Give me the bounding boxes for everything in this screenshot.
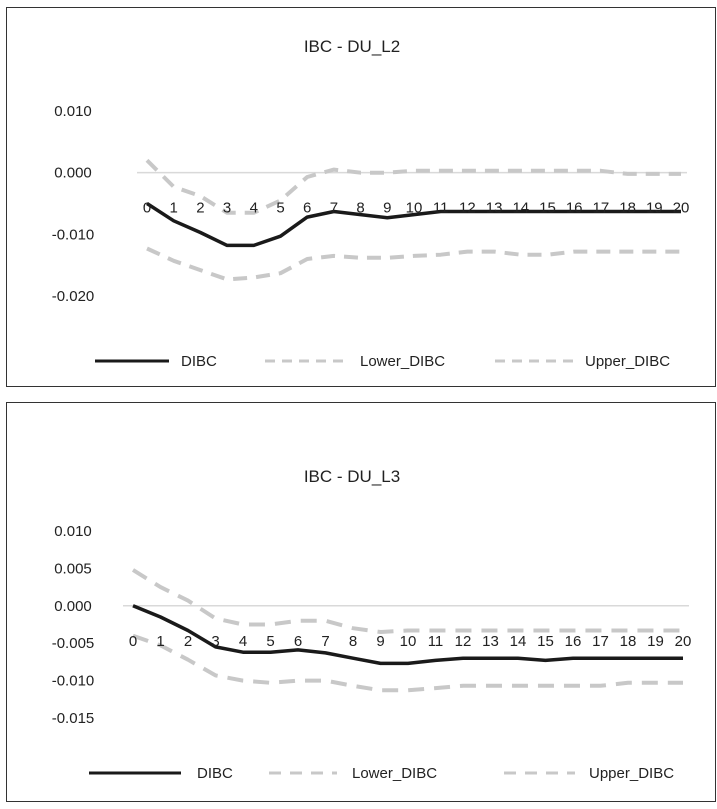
x-tick-label: 2 xyxy=(184,633,192,650)
series-line-upper-dibc xyxy=(131,568,683,634)
chart-legend: DIBC Lower_DIBC Upper_DIBC xyxy=(95,353,670,370)
series-line-lower-dibc xyxy=(132,633,683,693)
series-line-dibc xyxy=(132,604,683,666)
chart-legend: DIBC Lower_DIBC Upper_DIBC xyxy=(89,765,674,782)
x-tick-label: 17 xyxy=(592,633,609,650)
x-tick-label: 0 xyxy=(129,633,137,650)
x-tick-label: 8 xyxy=(356,200,364,217)
legend-label-lower-dibc: Lower_DIBC xyxy=(360,353,445,370)
x-tick-label: 3 xyxy=(223,200,231,217)
x-tick-label: 9 xyxy=(376,633,384,650)
x-tick-label: 13 xyxy=(482,633,499,650)
x-tick-label: 7 xyxy=(330,200,338,217)
x-tick-label: 8 xyxy=(349,633,357,650)
chart-panel-ibc-du-l3: IBC - DU_L3 0.010 0.005 0.000 -0.005 -0.010 -… xyxy=(6,402,716,802)
y-tick-label: 0.010 xyxy=(54,523,92,540)
x-tick-label: 20 xyxy=(673,200,690,217)
x-tick-label: 20 xyxy=(675,633,692,650)
y-tick-label: -0.005 xyxy=(52,635,95,652)
y-tick-label: 0.000 xyxy=(54,598,92,615)
x-tick-label: 1 xyxy=(170,200,178,217)
y-tick-label: 0.010 xyxy=(54,103,92,120)
x-tick-label: 10 xyxy=(400,633,417,650)
x-tick-label: 6 xyxy=(303,200,311,217)
x-tick-label: 11 xyxy=(428,633,444,650)
x-tick-label: 14 xyxy=(512,200,529,217)
legend-label-upper-dibc: Upper_DIBC xyxy=(585,353,670,370)
legend-label-upper-dibc: Upper_DIBC xyxy=(589,765,674,782)
x-tick-label: 14 xyxy=(510,633,527,650)
legend-label-dibc: DIBC xyxy=(181,353,217,370)
x-tick-label: 19 xyxy=(646,200,663,217)
x-tick-label: 19 xyxy=(647,633,664,650)
x-tick-label: 10 xyxy=(406,200,423,217)
y-tick-label: -0.015 xyxy=(52,710,95,727)
x-tick-label: 12 xyxy=(459,200,476,217)
chart-title: IBC - DU_L2 xyxy=(304,37,400,56)
x-tick-label: 12 xyxy=(455,633,472,650)
y-tick-label: 0.000 xyxy=(54,165,92,182)
x-tick-label: 7 xyxy=(321,633,329,650)
x-tick-label: 3 xyxy=(211,633,219,650)
x-tick-label: 5 xyxy=(276,200,284,217)
x-tick-label: 17 xyxy=(593,200,610,217)
x-tick-label: 15 xyxy=(539,200,556,217)
y-tick-label: -0.020 xyxy=(52,288,95,305)
y-tick-label: -0.010 xyxy=(52,226,95,243)
x-tick-label: 16 xyxy=(565,633,582,650)
x-tick-label: 4 xyxy=(239,633,247,650)
x-tick-label: 2 xyxy=(196,200,204,217)
x-tick-label: 6 xyxy=(294,633,302,650)
x-tick-label: 5 xyxy=(266,633,274,650)
x-tick-label: 1 xyxy=(156,633,164,650)
chart-title: IBC - DU_L3 xyxy=(304,467,400,486)
x-tick-label: 13 xyxy=(486,200,503,217)
series-line-dibc xyxy=(146,202,681,248)
legend-label-dibc: DIBC xyxy=(197,765,233,782)
x-tick-label: 16 xyxy=(566,200,583,217)
x-tick-label: 18 xyxy=(619,200,636,217)
x-tick-label: 9 xyxy=(383,200,391,217)
chart-ibc-du-l3: IBC - DU_L3 0.010 0.005 0.000 -0.005 -0.010 -… xyxy=(52,467,692,782)
x-tick-label: 4 xyxy=(250,200,258,217)
x-tick-label: 18 xyxy=(620,633,637,650)
series-line-lower-dibc xyxy=(146,246,681,282)
x-tick-label: 15 xyxy=(537,633,554,650)
x-tick-label: 0 xyxy=(143,200,151,217)
y-tick-label: -0.010 xyxy=(52,673,95,690)
legend-label-lower-dibc: Lower_DIBC xyxy=(352,765,437,782)
y-tick-label: 0.005 xyxy=(54,560,92,577)
x-tick-label: 11 xyxy=(433,200,449,217)
